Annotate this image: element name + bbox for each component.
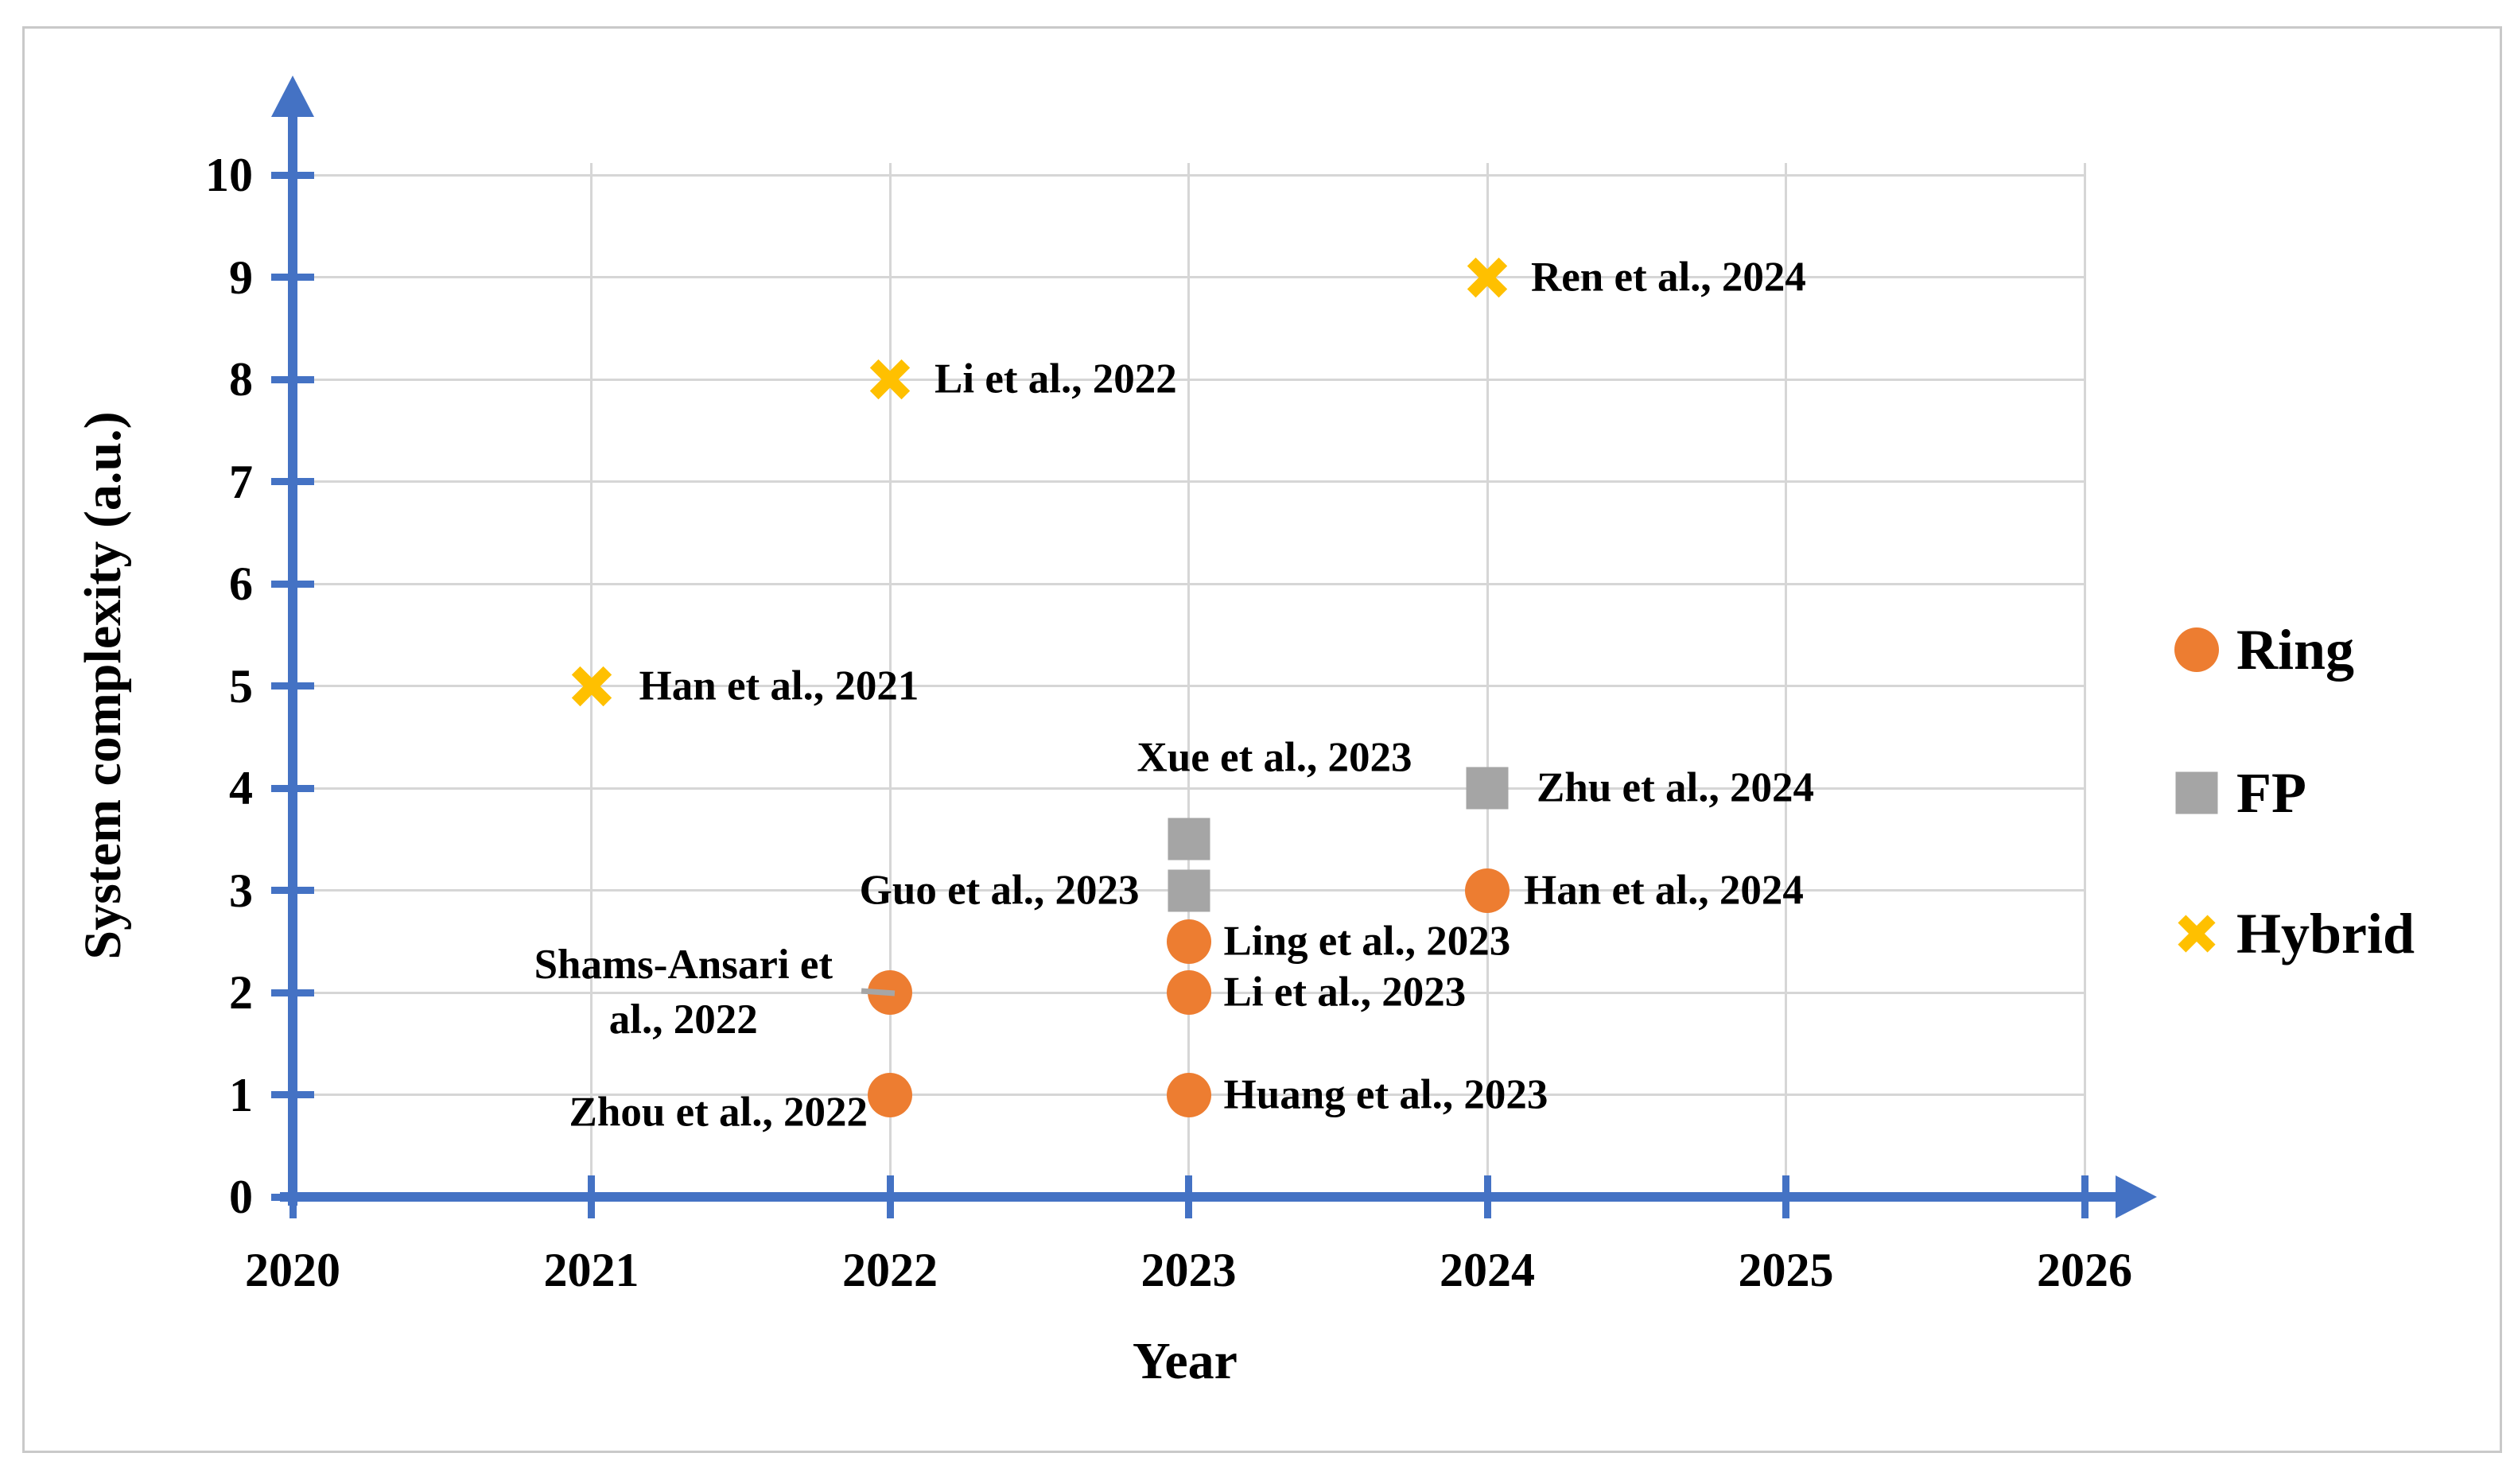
y-axis-tick xyxy=(271,784,314,792)
data-point-marker-hybrid xyxy=(1463,253,1512,302)
x-axis-line xyxy=(280,1192,2119,1202)
data-point-marker-ring xyxy=(868,1072,912,1117)
x-marker-icon xyxy=(869,359,911,400)
y-axis-tick xyxy=(271,682,314,690)
y-axis-arrowhead xyxy=(271,76,314,117)
x-tick-label: 2025 xyxy=(1738,1244,1834,1296)
x-axis-tick xyxy=(1185,1175,1192,1218)
x-axis-title: Year xyxy=(1133,1332,1238,1390)
legend-label: Hybrid xyxy=(2236,902,2415,965)
data-point-label: Xue et al., 2023 xyxy=(1137,734,1412,781)
data-point-label: Han et al., 2024 xyxy=(1524,867,1804,914)
data-point-marker-hybrid xyxy=(567,662,616,711)
data-point-label: Zhu et al., 2024 xyxy=(1537,764,1814,811)
legend-marker-fp xyxy=(2175,771,2218,814)
legend-marker-ring xyxy=(2174,627,2219,672)
data-point-marker-hybrid xyxy=(865,355,915,404)
x-axis-tick xyxy=(2081,1175,2089,1218)
x-axis-tick xyxy=(1483,1175,1491,1218)
data-point-marker-ring xyxy=(1166,1072,1211,1117)
data-point-label: Ren et al., 2024 xyxy=(1531,254,1806,301)
x-axis-tick xyxy=(1782,1175,1789,1218)
y-tick-label: 4 xyxy=(229,762,253,814)
x-tick-label: 2026 xyxy=(2037,1244,2132,1296)
y-tick-label: 5 xyxy=(229,659,253,713)
legend-label: Ring xyxy=(2236,618,2355,682)
y-tick-label: 8 xyxy=(229,353,253,406)
y-tick-label: 9 xyxy=(229,251,253,304)
y-axis-tick xyxy=(271,171,314,179)
data-point-label: Guo et al., 2023 xyxy=(859,867,1140,914)
x-marker-icon xyxy=(1467,257,1508,297)
y-axis-tick xyxy=(271,375,314,383)
x-tick-label: 2024 xyxy=(1440,1244,1535,1296)
y-tick-label: 10 xyxy=(205,149,253,201)
data-point-marker-ring xyxy=(1166,970,1211,1015)
data-point-label: Li et al., 2022 xyxy=(934,355,1177,402)
y-axis-tick xyxy=(271,478,314,485)
data-point-label: Li et al., 2023 xyxy=(1223,969,1467,1016)
y-tick-label: 3 xyxy=(229,864,253,917)
y-axis-tick xyxy=(271,887,314,894)
y-tick-label: 6 xyxy=(229,557,253,610)
x-tick-label: 2022 xyxy=(842,1244,938,1296)
vertical-gridline xyxy=(1486,163,1489,1197)
x-marker-icon xyxy=(2178,915,2216,953)
x-axis-arrowhead xyxy=(2116,1175,2157,1218)
y-tick-label: 7 xyxy=(229,455,253,508)
data-point-marker-fp xyxy=(1466,767,1509,810)
x-tick-label: 2023 xyxy=(1140,1244,1237,1296)
x-axis-tick xyxy=(289,1175,297,1218)
y-axis-tick xyxy=(271,274,314,281)
y-axis-line xyxy=(288,115,297,1206)
data-point-label: Ling et al., 2023 xyxy=(1223,918,1511,965)
y-axis-tick xyxy=(271,1091,314,1098)
y-axis-title: System complexity (a.u.) xyxy=(74,411,132,960)
legend-marker-hybrid xyxy=(2174,911,2220,957)
data-point-label: Han et al., 2021 xyxy=(639,662,919,709)
legend-label: FP xyxy=(2236,761,2306,825)
vertical-gridline xyxy=(888,163,892,1197)
data-point-marker-fp xyxy=(1168,818,1210,860)
data-point-label: Shams-Ansari et al., 2022 xyxy=(534,942,833,1043)
x-axis-tick xyxy=(886,1175,894,1218)
y-tick-label: 2 xyxy=(229,966,253,1019)
data-point-marker-ring xyxy=(1465,868,1510,913)
x-marker-icon xyxy=(571,666,612,706)
data-point-marker-fp xyxy=(1168,869,1210,911)
y-tick-label: 0 xyxy=(229,1171,253,1223)
vertical-gridline xyxy=(1187,163,1190,1197)
x-tick-label: 2021 xyxy=(543,1244,639,1296)
data-point-label: Huang et al., 2023 xyxy=(1223,1071,1548,1118)
y-tick-label: 1 xyxy=(229,1068,253,1121)
vertical-gridline xyxy=(1785,163,1787,1197)
x-tick-label: 2020 xyxy=(245,1244,340,1296)
vertical-gridline xyxy=(2083,163,2086,1197)
y-axis-tick xyxy=(271,580,314,588)
x-axis-tick xyxy=(588,1175,595,1218)
figure-border-frame xyxy=(22,26,2502,1453)
data-point-marker-ring xyxy=(1166,919,1211,964)
y-axis-tick xyxy=(271,989,314,996)
data-point-label: Zhou et al., 2022 xyxy=(569,1089,868,1136)
